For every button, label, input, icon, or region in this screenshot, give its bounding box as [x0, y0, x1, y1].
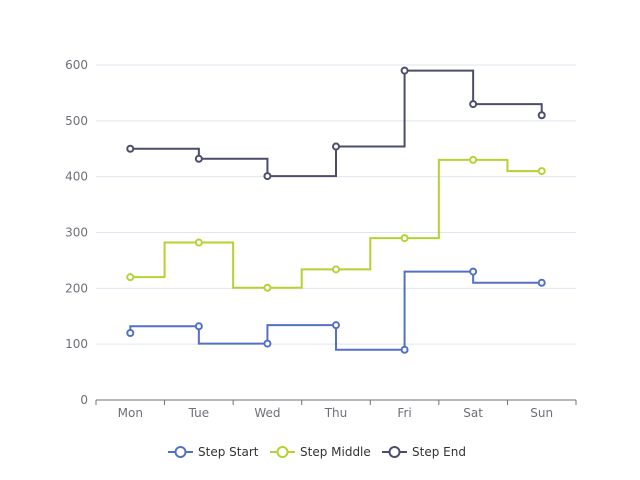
legend-marker-icon: [276, 446, 289, 458]
data-point[interactable]: [126, 273, 135, 282]
data-point[interactable]: [537, 111, 546, 120]
data-point[interactable]: [400, 66, 409, 75]
data-point[interactable]: [194, 154, 203, 163]
data-point[interactable]: [537, 167, 546, 176]
x-axis: Mon Tue Wed Thu Fri Sat Sun: [95, 399, 577, 420]
y-tick-label: 0: [80, 393, 88, 407]
series-end: [126, 66, 546, 181]
y-axis: 0 100 200 300 400 500 600: [65, 58, 88, 407]
legend: Step Start Step Middle Step End: [168, 445, 466, 459]
grid-lines: [96, 64, 576, 345]
legend-marker-icon: [388, 446, 401, 458]
x-tick-label: Tue: [188, 406, 210, 420]
data-point[interactable]: [332, 265, 340, 274]
y-tick-label: 500: [65, 114, 88, 128]
data-point[interactable]: [537, 278, 546, 287]
data-point[interactable]: [469, 155, 478, 164]
series-layer: [126, 66, 546, 354]
x-tick-label: Fri: [397, 406, 411, 420]
y-tick-label: 600: [65, 58, 88, 72]
x-tick-label: Sun: [530, 406, 553, 420]
series-start: [126, 267, 546, 354]
data-point[interactable]: [263, 172, 272, 181]
data-point[interactable]: [194, 322, 203, 331]
data-point[interactable]: [263, 283, 272, 292]
legend-label: Step Start: [198, 445, 259, 459]
data-point[interactable]: [263, 339, 272, 348]
legend-item-end[interactable]: Step End: [382, 445, 466, 459]
y-tick-label: 100: [65, 337, 88, 351]
series-middle: [126, 155, 546, 292]
x-tick-label: Mon: [118, 406, 143, 420]
data-point[interactable]: [126, 329, 135, 337]
data-point[interactable]: [126, 144, 135, 153]
legend-item-start[interactable]: Step Start: [168, 445, 259, 459]
x-tick-label: Wed: [254, 406, 280, 420]
y-tick-label: 400: [65, 170, 88, 184]
legend-marker-icon: [174, 446, 187, 458]
y-tick-label: 200: [65, 281, 88, 295]
legend-label: Step Middle: [300, 445, 371, 459]
data-point[interactable]: [469, 267, 478, 276]
x-tick-label: Thu: [324, 406, 348, 420]
data-point[interactable]: [194, 238, 203, 247]
data-point[interactable]: [469, 100, 478, 109]
y-tick-label: 300: [65, 226, 88, 240]
legend-item-middle[interactable]: Step Middle: [270, 445, 371, 459]
series-line: [129, 270, 542, 351]
data-point[interactable]: [332, 142, 340, 151]
data-point[interactable]: [400, 234, 409, 243]
x-tick-label: Sat: [463, 406, 483, 420]
data-point[interactable]: [332, 321, 340, 330]
data-point[interactable]: [400, 345, 409, 354]
legend-label: Step End: [412, 445, 466, 459]
